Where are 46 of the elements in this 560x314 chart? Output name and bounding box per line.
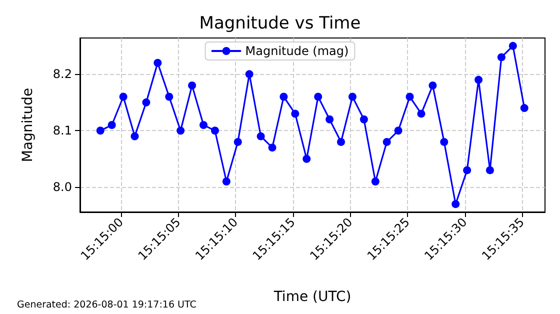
- point: [268, 144, 276, 152]
- point: [245, 70, 254, 78]
- point: [302, 154, 311, 163]
- y-tick-label: 8.2: [52, 67, 72, 82]
- point: [428, 81, 437, 90]
- point: [165, 92, 174, 101]
- point: [96, 126, 104, 135]
- point: [119, 92, 128, 101]
- point: [508, 42, 517, 50]
- point: [154, 58, 162, 67]
- point: [188, 81, 196, 90]
- point: [360, 115, 368, 124]
- chart-title: Magnitude vs Time: [199, 14, 361, 34]
- point: [291, 110, 300, 118]
- point: [394, 126, 402, 135]
- point: [452, 200, 460, 208]
- point: [314, 92, 322, 101]
- point: [382, 138, 391, 146]
- y-tick-label: 8.0: [52, 180, 72, 194]
- y-tick-label: 8.1: [52, 124, 72, 138]
- point: [474, 76, 483, 84]
- point: [337, 138, 346, 146]
- text: Generated: 2026-08-01 19:17:16 UTC: [17, 300, 197, 310]
- point: [222, 177, 230, 186]
- point: [406, 92, 414, 101]
- point: [176, 126, 185, 135]
- point: [256, 132, 265, 140]
- point: [486, 166, 494, 174]
- point: [234, 138, 242, 146]
- point: [440, 138, 448, 146]
- y-axis-title: Magnitude: [20, 88, 36, 162]
- x-axis-title: Time (UTC): [272, 289, 352, 305]
- point: [130, 132, 139, 140]
- point: [108, 121, 116, 129]
- point: [210, 126, 219, 135]
- point: [348, 92, 356, 101]
- point: [497, 53, 506, 62]
- point: [371, 177, 380, 186]
- point: [142, 98, 150, 106]
- point: [463, 166, 472, 174]
- point: [417, 110, 426, 118]
- point: [200, 121, 208, 129]
- point: [326, 115, 334, 124]
- point: [520, 104, 528, 112]
- legend-label: Magnitude (mag): [245, 44, 349, 58]
- point: [280, 92, 288, 101]
